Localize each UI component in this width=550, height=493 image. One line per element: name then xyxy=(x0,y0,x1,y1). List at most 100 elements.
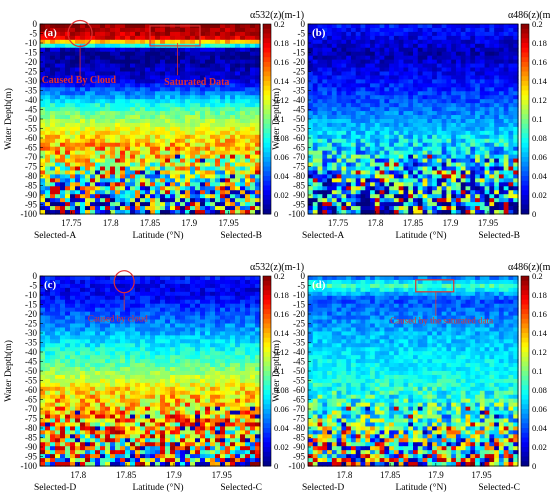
heatmap-cell xyxy=(436,166,443,172)
heatmap-cell xyxy=(436,83,443,88)
heatmap-cell xyxy=(180,198,186,203)
heatmap-cell xyxy=(494,39,500,45)
heatmap-cell xyxy=(205,166,211,172)
heatmap-cell xyxy=(441,194,448,199)
heatmap-cell xyxy=(125,134,131,140)
heatmap-cell xyxy=(498,166,505,172)
heatmap-cell xyxy=(465,111,471,116)
heatmap-cell xyxy=(75,99,81,104)
heatmap-cell xyxy=(165,299,171,305)
heatmap-cell xyxy=(317,91,323,96)
heatmap-cell xyxy=(100,107,106,112)
heatmap-cell xyxy=(494,71,500,77)
heatmap-cell xyxy=(451,182,457,187)
heatmap-cell xyxy=(80,319,86,325)
heatmap-cell xyxy=(90,24,96,29)
heatmap-cell xyxy=(80,194,86,199)
heatmap-cell xyxy=(135,107,141,112)
heatmap-cell xyxy=(479,170,486,176)
heatmap-cell xyxy=(465,115,471,120)
heatmap-cell xyxy=(135,27,141,33)
heatmap-cell xyxy=(489,51,495,57)
heatmap-cell xyxy=(85,39,91,45)
heatmap-cell xyxy=(384,190,390,195)
heatmap-cell xyxy=(355,170,362,176)
heatmap-cell xyxy=(220,190,226,195)
heatmap-cell xyxy=(308,35,314,41)
heatmap-cell xyxy=(331,31,338,37)
heatmap-cell xyxy=(85,198,91,203)
heatmap-cell xyxy=(150,194,156,199)
heatmap-cell xyxy=(322,71,328,77)
heatmap-cell xyxy=(455,35,462,41)
heatmap-cell xyxy=(393,202,400,207)
heatmap-cell xyxy=(436,43,443,49)
heatmap-cell xyxy=(508,47,514,53)
heatmap-cell xyxy=(135,210,141,215)
heatmap-cell xyxy=(65,115,71,120)
heatmap-cell xyxy=(308,71,314,77)
heatmap-cell xyxy=(389,122,395,128)
y-tick-label: -15 xyxy=(293,48,305,58)
heatmap-cell xyxy=(190,162,196,168)
heatmap-cell xyxy=(75,79,81,84)
heatmap-cell xyxy=(341,182,347,187)
heatmap-cell xyxy=(175,39,181,45)
heatmap-cell xyxy=(120,111,126,116)
heatmap-cell xyxy=(190,198,196,203)
heatmap-cell xyxy=(508,107,514,112)
heatmap-cell xyxy=(180,283,186,289)
heatmap-cell xyxy=(498,43,505,49)
heatmap-cell xyxy=(140,35,146,41)
heatmap-cell xyxy=(85,291,91,297)
heatmap-cell xyxy=(75,39,81,45)
heatmap-cell xyxy=(40,279,46,285)
heatmap-cell xyxy=(125,319,131,325)
heatmap-cell xyxy=(230,206,236,211)
heatmap-cell xyxy=(100,39,106,45)
heatmap-cell xyxy=(110,307,116,313)
heatmap-cell xyxy=(90,295,96,301)
heatmap-cell xyxy=(135,299,141,305)
heatmap-cell xyxy=(70,59,76,65)
heatmap-cell xyxy=(165,291,171,297)
heatmap-cell xyxy=(327,150,333,156)
heatmap-cell xyxy=(115,119,121,124)
heatmap-cell xyxy=(446,130,452,136)
heatmap-cell xyxy=(384,99,390,104)
heatmap-cell xyxy=(374,24,381,29)
heatmap-cell xyxy=(90,311,96,317)
heatmap-cell xyxy=(90,122,96,128)
heatmap-cell xyxy=(441,170,448,176)
heatmap-cell xyxy=(436,59,443,65)
heatmap-cell xyxy=(255,47,261,53)
heatmap-cell xyxy=(80,303,86,309)
heatmap-cell xyxy=(60,24,66,29)
heatmap-cell xyxy=(85,146,91,152)
heatmap-cell xyxy=(475,198,481,203)
heatmap-cell xyxy=(446,91,452,96)
heatmap-cell xyxy=(384,59,390,65)
heatmap-cell xyxy=(245,130,251,136)
heatmap-cell xyxy=(308,87,314,92)
heatmap-cell xyxy=(80,170,86,176)
heatmap-cell xyxy=(446,35,452,41)
heatmap-cell xyxy=(60,83,66,88)
heatmap-cell xyxy=(205,47,211,53)
heatmap-cell xyxy=(436,138,443,144)
heatmap-cell xyxy=(155,178,161,183)
heatmap-cell xyxy=(135,315,141,321)
heatmap-cell xyxy=(384,206,390,211)
heatmap-cell xyxy=(205,178,211,183)
heatmap-cell xyxy=(185,178,191,183)
heatmap-cell xyxy=(389,27,395,33)
heatmap-cell xyxy=(40,319,46,325)
heatmap-cell xyxy=(374,186,381,191)
heatmap-cell xyxy=(140,134,146,140)
heatmap-cell xyxy=(210,67,216,73)
heatmap-cell xyxy=(145,206,151,211)
heatmap-cell xyxy=(408,24,414,29)
heatmap-cell xyxy=(45,194,51,199)
heatmap-cell xyxy=(374,39,381,45)
heatmap-cell xyxy=(200,55,206,61)
